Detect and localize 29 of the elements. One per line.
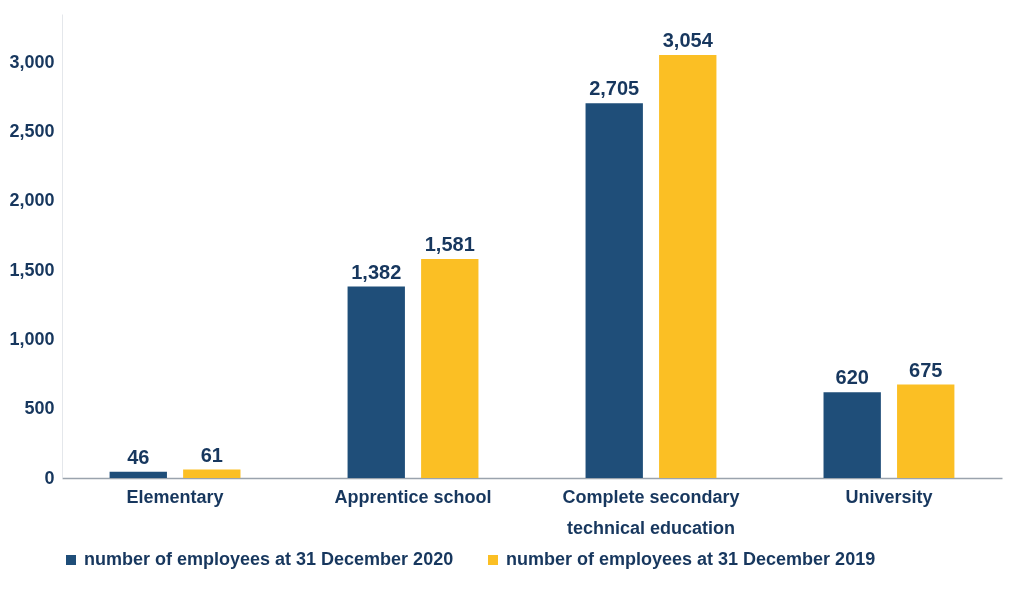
legend-label: number of employees at 31 December 2020	[84, 549, 454, 569]
y-tick-label: 3,000	[9, 51, 55, 72]
bar	[897, 384, 955, 478]
y-tick-label: 1,000	[9, 328, 55, 349]
text: 1,382	[351, 260, 402, 283]
bar	[421, 259, 479, 478]
text: 620	[835, 366, 869, 389]
x-tick-label: University	[845, 486, 933, 507]
text: 3,054	[662, 29, 713, 51]
y-tick-label: 0	[44, 467, 55, 488]
text: 61	[200, 443, 223, 466]
y-tick-label: 500	[24, 398, 55, 419]
bar	[659, 55, 717, 478]
x-tick-label: Apprentice school	[334, 486, 492, 507]
y-tick-label: 2,000	[9, 190, 55, 211]
text: 2,705	[589, 77, 640, 100]
text: 1,581	[424, 233, 475, 256]
x-tick-label: Complete secondary technical education	[562, 486, 740, 538]
bar	[347, 286, 405, 478]
bar	[585, 103, 643, 478]
y-tick-label: 2,500	[9, 121, 55, 142]
bar	[823, 392, 881, 478]
bar	[109, 471, 167, 478]
bar	[183, 469, 241, 478]
y-tick-label: 1,500	[9, 259, 55, 280]
text: 675	[909, 358, 943, 381]
x-tick-label: Elementary	[126, 486, 224, 507]
legend-label: number of employees at 31 December 2019	[506, 549, 876, 569]
text: 46	[127, 445, 150, 468]
